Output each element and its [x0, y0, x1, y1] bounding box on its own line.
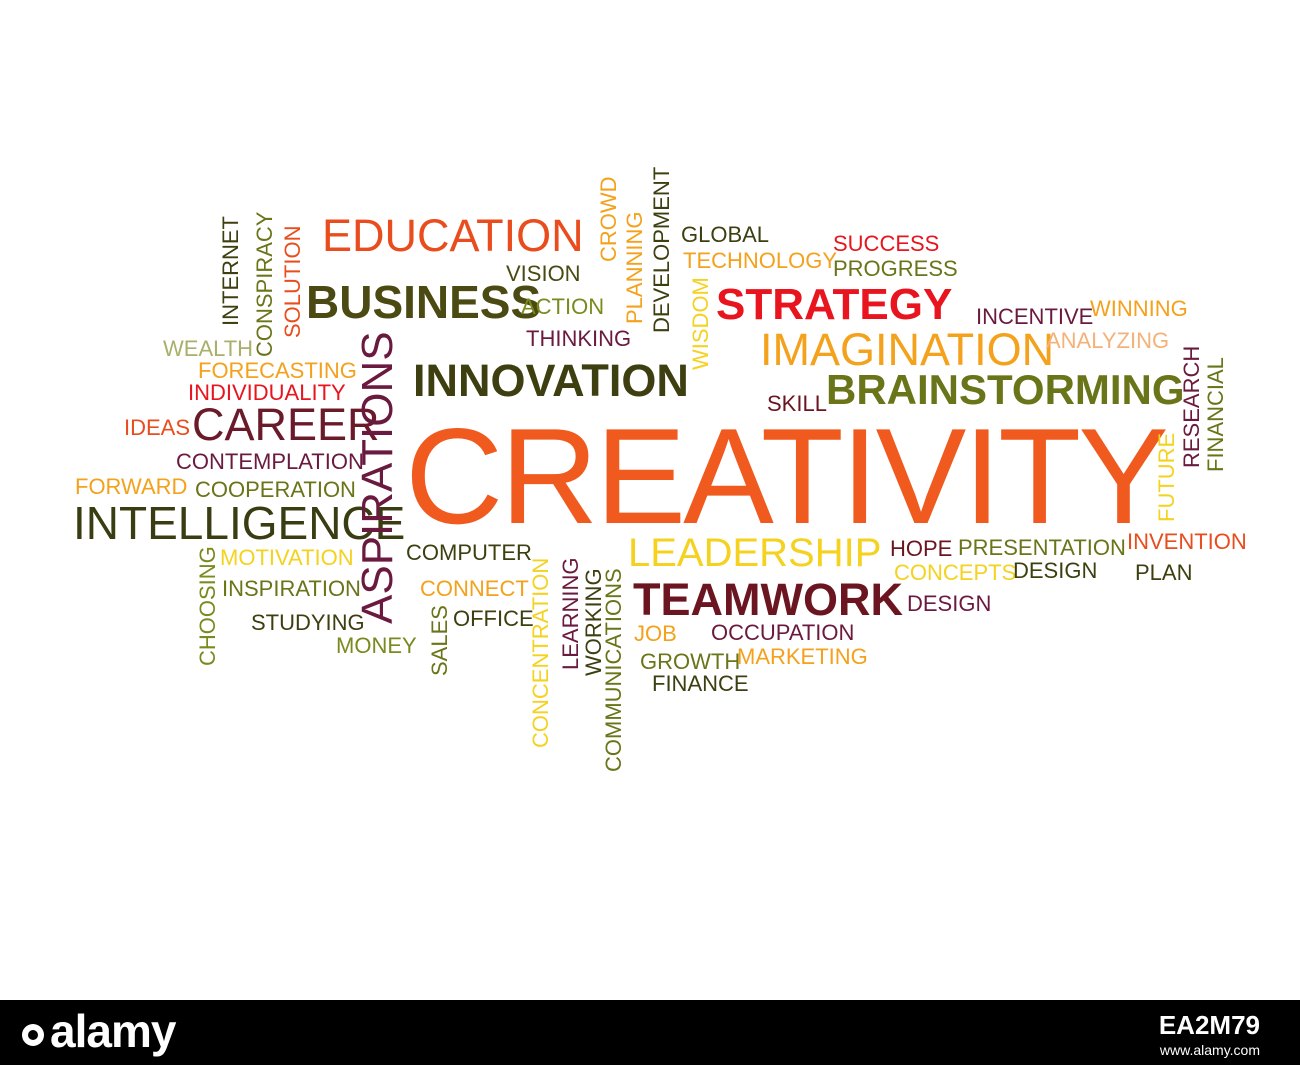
word-thinking: THINKING — [526, 326, 632, 351]
word-design-1: DESIGN — [1013, 558, 1098, 583]
word-conspiracy: CONSPIRACY — [252, 211, 277, 357]
alamy-logo-icon — [22, 1024, 44, 1046]
word-aspirations: ASPIRATIONS — [353, 331, 402, 624]
word-concentration: CONCENTRATION — [528, 557, 553, 748]
word-choosing: CHOOSING — [195, 546, 220, 666]
word-forward: FORWARD — [75, 474, 188, 499]
word-analyzing: ANALYZING — [1046, 328, 1170, 353]
word-plan: PLAN — [1135, 560, 1193, 585]
word-planning: PLANNING — [622, 211, 647, 324]
word-finance: FINANCE — [652, 671, 749, 696]
word-incentive: INCENTIVE — [976, 304, 1094, 329]
word-invention: INVENTION — [1127, 529, 1247, 554]
word-vision: VISION — [506, 261, 581, 286]
word-global: GLOBAL — [681, 222, 770, 247]
word-studying: STUDYING — [251, 610, 365, 635]
word-job: JOB — [634, 621, 677, 646]
word-office: OFFICE — [453, 606, 534, 631]
word-cooperation: COOPERATION — [195, 477, 356, 502]
word-marketing: MARKETING — [737, 644, 868, 669]
word-learning: LEARNING — [558, 557, 583, 670]
word-motivation: MOTIVATION — [220, 545, 354, 570]
word-ideas: IDEAS — [124, 415, 191, 440]
word-future: FUTURE — [1154, 432, 1179, 522]
word-connect: CONNECT — [420, 576, 529, 601]
word-winning: WINNING — [1090, 296, 1188, 321]
word-computer: COMPUTER — [406, 540, 532, 565]
word-strategy: STRATEGY — [716, 280, 953, 329]
word-sales: SALES — [427, 605, 452, 676]
word-technology: TECHNOLOGY — [683, 248, 838, 273]
word-presentation: PRESENTATION — [958, 535, 1126, 560]
word-contemplation: CONTEMPLATION — [176, 449, 364, 474]
word-research: RESEARCH — [1179, 345, 1204, 468]
word-communications: COMMUNICATIONS — [601, 568, 626, 772]
word-brainstorming: BRAINSTORMING — [826, 366, 1185, 413]
watermark-footer: alamy EA2M79 www.alamy.com — [0, 1000, 1300, 1065]
word-skill: SKILL — [767, 391, 827, 416]
word-wisdom: WISDOM — [688, 277, 713, 370]
word-money: MONEY — [336, 633, 417, 658]
word-individuality: INDIVIDUALITY — [188, 380, 346, 405]
word-inspiration: INSPIRATION — [222, 576, 361, 601]
word-growth: GROWTH — [640, 649, 741, 674]
watermark-url: www.alamy.com — [1159, 1042, 1260, 1058]
word-career: CAREER — [192, 399, 380, 450]
word-forecasting: FORECASTING — [198, 358, 357, 383]
word-wealth: WEALTH — [163, 336, 254, 361]
word-education: EDUCATION — [322, 210, 584, 261]
word-financial: FINANCIAL — [1203, 357, 1228, 472]
word-internet: INTERNET — [218, 216, 243, 326]
word-business: BUSINESS — [306, 276, 542, 328]
word-development: DEVELOPMENT — [649, 166, 674, 333]
word-crowd: CROWD — [596, 176, 621, 262]
word-innovation: INNOVATION — [413, 355, 689, 406]
word-solution: SOLUTION — [280, 225, 305, 338]
watermark-image-id: EA2M79 — [1158, 1010, 1260, 1040]
word-hope: HOPE — [890, 536, 953, 561]
word-design-2: DESIGN — [907, 591, 992, 616]
word-success: SUCCESS — [833, 231, 940, 256]
word-action: ACTION — [521, 294, 605, 319]
word-leadership: LEADERSHIP — [628, 531, 882, 575]
word-occupation: OCCUPATION — [711, 620, 855, 645]
word-imagination: IMAGINATION — [760, 324, 1055, 375]
word-intelligence: INTELLIGENCE — [73, 497, 406, 549]
word-concepts: CONCEPTS — [894, 560, 1017, 585]
word-creativity: CREATIVITY — [405, 400, 1169, 552]
word-cloud: CREATIVITY EDUCATION BUSINESS INNOVATION… — [73, 166, 1247, 772]
word-progress: PROGRESS — [833, 256, 958, 281]
word-teamwork: TEAMWORK — [633, 574, 903, 625]
watermark-brand: alamy — [50, 1005, 176, 1057]
